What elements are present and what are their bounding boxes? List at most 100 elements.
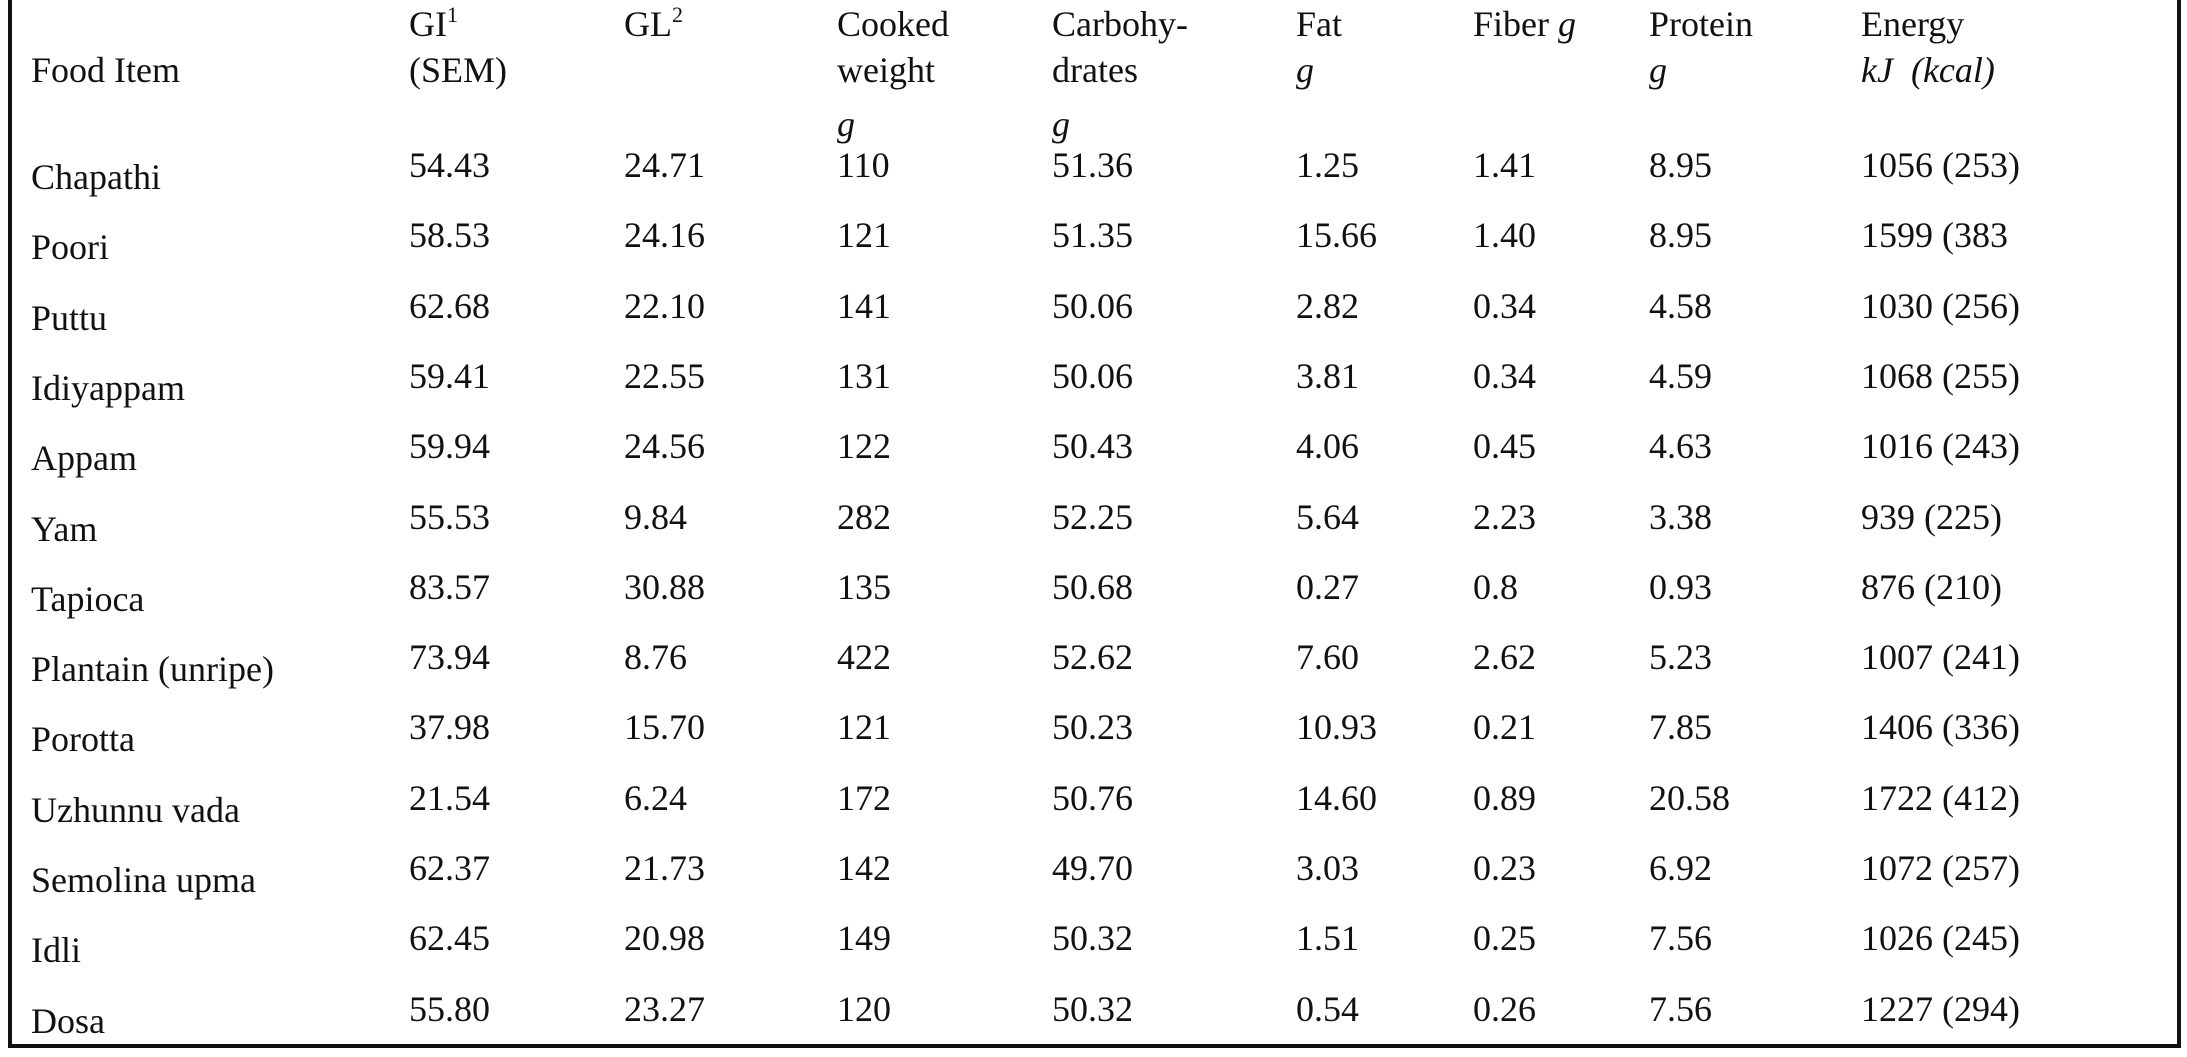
- header-text: drates: [1052, 50, 1138, 90]
- value-cell: 4.06: [1296, 426, 1359, 467]
- header-cell: GL2: [624, 2, 683, 45]
- header-text: Carbohy-: [1052, 4, 1188, 44]
- header-unit: g: [1558, 4, 1576, 44]
- value-cell: 5.64: [1296, 496, 1359, 537]
- food-item: Appam: [31, 438, 137, 479]
- value-cell: 15.70: [624, 707, 705, 748]
- value-cell: 51.36: [1052, 145, 1133, 185]
- value-cell: 0.34: [1473, 355, 1536, 396]
- value-cell: 62.45: [409, 918, 490, 959]
- header-cell: kJ (kcal): [1861, 50, 1995, 90]
- value-cell: 422: [837, 637, 891, 678]
- food-item: Poori: [31, 227, 110, 268]
- food-item: Tapioca: [31, 578, 145, 619]
- value-cell: 52.62: [1052, 637, 1133, 678]
- value-cell: 62.68: [409, 285, 490, 326]
- header-text: (SEM): [409, 50, 507, 90]
- value-cell: 1722 (412): [1861, 777, 2020, 818]
- value-cell: 1599 (383: [1861, 215, 2008, 256]
- value-cell: 5.23: [1649, 637, 1712, 678]
- header-cell: GI1: [409, 2, 458, 45]
- value-cell: 7.56: [1649, 918, 1712, 959]
- value-cell: 23.27: [624, 988, 705, 1029]
- value-cell: 21.54: [409, 777, 490, 818]
- value-cell: 1227 (294): [1861, 988, 2020, 1029]
- value-cell: 0.21: [1473, 707, 1536, 748]
- header-text: Protein: [1649, 4, 1753, 44]
- value-cell: 1.25: [1296, 145, 1359, 185]
- value-cell: 62.37: [409, 848, 490, 888]
- value-cell: 4.63: [1649, 426, 1712, 467]
- value-cell: 1016 (243): [1861, 426, 2020, 467]
- header-cell: Carbohy-: [1052, 4, 1188, 44]
- value-cell: 83.57: [409, 566, 490, 607]
- value-cell: 6.92: [1649, 848, 1712, 888]
- value-cell: 0.25: [1473, 918, 1536, 959]
- header-unit: g: [1052, 104, 1070, 144]
- header-footnote: 2: [672, 2, 683, 27]
- header-text: Fat: [1296, 4, 1343, 44]
- value-cell: 58.53: [409, 215, 490, 256]
- header-text: Food Item: [31, 50, 180, 90]
- value-cell: 1030 (256): [1861, 285, 2020, 326]
- header-cell: g: [1649, 50, 1667, 90]
- value-cell: 121: [837, 707, 891, 748]
- value-cell: 282: [837, 496, 891, 537]
- food-item: Idiyappam: [31, 367, 185, 408]
- value-cell: 4.58: [1649, 285, 1712, 326]
- header-text: Fiber: [1473, 4, 1549, 44]
- value-cell: 50.43: [1052, 426, 1133, 467]
- value-cell: 1406 (336): [1861, 707, 2020, 748]
- food-item: Dosa: [31, 1000, 105, 1041]
- value-cell: 50.06: [1052, 285, 1133, 326]
- value-cell: 24.16: [624, 215, 705, 256]
- value-cell: 0.27: [1296, 566, 1359, 607]
- header-unit: g: [837, 104, 855, 144]
- value-cell: 141: [837, 285, 891, 326]
- value-cell: 20.58: [1649, 777, 1730, 818]
- value-cell: 1056 (253): [1861, 145, 2020, 185]
- value-cell: 939 (225): [1861, 496, 2002, 537]
- value-cell: 55.80: [409, 988, 490, 1029]
- value-cell: 1.51: [1296, 918, 1359, 959]
- value-cell: 122: [837, 426, 891, 467]
- value-cell: 50.23: [1052, 707, 1133, 748]
- header-unit: g: [1649, 50, 1667, 90]
- value-cell: 172: [837, 777, 891, 818]
- value-cell: 49.70: [1052, 848, 1133, 888]
- food-item: Yam: [31, 508, 98, 549]
- header-text: Energy: [1861, 4, 1965, 44]
- value-cell: 50.32: [1052, 988, 1133, 1029]
- value-cell: 7.60: [1296, 637, 1359, 678]
- value-cell: 3.03: [1296, 848, 1359, 888]
- header-cell: (SEM): [409, 50, 507, 90]
- value-cell: 135: [837, 566, 891, 607]
- value-cell: 0.54: [1296, 988, 1359, 1029]
- header-cell: g: [1296, 50, 1314, 90]
- value-cell: 1007 (241): [1861, 637, 2020, 678]
- table-border: [8, 0, 2181, 1048]
- value-cell: 20.98: [624, 918, 705, 959]
- value-cell: 1068 (255): [1861, 355, 2020, 396]
- header-text: GI: [409, 4, 447, 44]
- value-cell: 51.35: [1052, 215, 1133, 256]
- header-text: weight: [837, 50, 935, 90]
- value-cell: 15.66: [1296, 215, 1377, 256]
- header-footnote: 1: [447, 2, 458, 27]
- value-cell: 142: [837, 848, 891, 888]
- value-cell: 59.94: [409, 426, 490, 467]
- value-cell: 55.53: [409, 496, 490, 537]
- header-cell: Protein: [1649, 4, 1753, 44]
- value-cell: 6.24: [624, 777, 687, 818]
- header-cell: Fat: [1296, 4, 1342, 44]
- value-cell: 73.94: [409, 637, 490, 678]
- value-cell: 59.41: [409, 355, 490, 396]
- value-cell: 0.34: [1473, 285, 1536, 326]
- value-cell: 2.62: [1473, 637, 1536, 678]
- value-cell: 52.25: [1052, 496, 1133, 537]
- value-cell: 8.95: [1649, 145, 1712, 185]
- value-cell: 9.84: [624, 496, 687, 537]
- header-cell: Energy: [1861, 4, 1964, 44]
- value-cell: 54.43: [409, 145, 490, 185]
- food-item: Idli: [31, 930, 81, 971]
